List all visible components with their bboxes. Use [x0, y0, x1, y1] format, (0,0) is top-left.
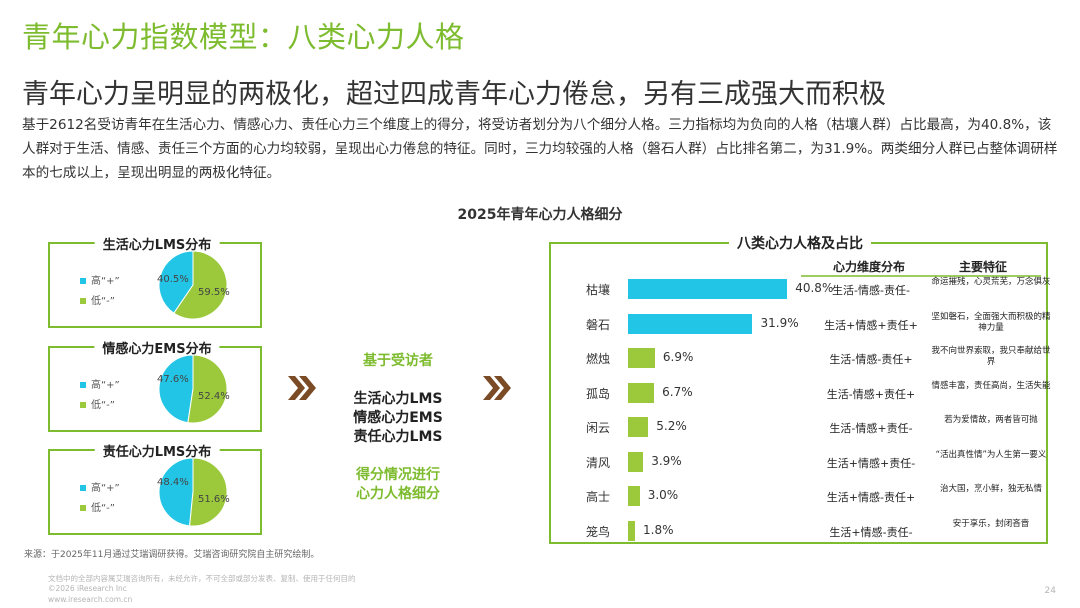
legend-high: 高“+” [80, 272, 120, 287]
pie-slice-low [187, 354, 228, 424]
feature-label: 命运摧残，心灵荒芜，万念俱灰 [931, 277, 1051, 287]
bar-value-label: 1.8% [643, 522, 674, 537]
bar-chart: 枯壤 40.8% 生活-情感-责任- 命运摧残，心灵荒芜，万念俱灰磐石 31.9% 生活+… [583, 275, 1051, 541]
pie-slice-high [158, 354, 194, 424]
bar [628, 417, 649, 437]
bar-value-label: 3.0% [647, 488, 679, 502]
column-header-feature: 主要特征 [959, 260, 1008, 274]
persona-panel: 八类心力人格及占比 心力维度分布 主要特征 枯壤 40.8% 生活-情感-责任- 命运… [549, 233, 1051, 544]
intro-paragraph: 基于2612名受访青年在生活心力、情感心力、责任心力三个维度上的得分，将受访者划… [22, 117, 1058, 181]
feature-label: 情感丰富，责任高尚，生活失能 [931, 380, 1051, 391]
pie-slice-high [158, 457, 194, 527]
bar-category-label: 闲云 [585, 421, 610, 435]
bar-value-label: 5.2% [656, 419, 687, 433]
dimension-label: 生活+情感-责任- [829, 525, 913, 539]
bar-value-label: 3.9% [651, 453, 682, 468]
pie-title: 责任心力LMS分布 [94, 441, 220, 460]
page-number: 24 [1044, 586, 1056, 596]
chevron-right-icon [288, 376, 316, 400]
pie-slice-low [189, 457, 228, 527]
bar-category-label: 孤岛 [585, 386, 610, 401]
chevron-right-icon [483, 376, 511, 400]
dimension-label: 生活-情感+责任+ [826, 387, 916, 401]
legend-low: 低“-” [80, 292, 115, 307]
bar [628, 486, 640, 506]
legend-low: 低“-” [80, 499, 115, 514]
dimension-label: 生活-情感-责任- [832, 284, 910, 297]
pie-slice-high [158, 250, 194, 314]
bar-category-label: 磐石 [585, 317, 610, 332]
feature-label: 我不向世界索取，我只奉献给世界 [931, 346, 1051, 367]
pie-label-high: 48.4% [157, 477, 189, 488]
pie-title: 情感心力EMS分布 [94, 338, 220, 357]
middle-text-ems: 情感心力EMS [353, 410, 443, 426]
pie-label-low: 52.4% [198, 391, 230, 402]
bar-category-label: 燃烛 [585, 352, 610, 366]
bar [628, 451, 644, 472]
footer-company: ©2026 iResearch Inc [48, 584, 127, 593]
chart-main-title: 2025年青年心力人格细分 [457, 207, 623, 223]
persona-panel-title: 八类心力人格及占比 [729, 233, 871, 253]
dimension-label: 生活+情感-责任+ [826, 491, 916, 504]
bar-value-label: 6.9% [662, 350, 694, 364]
pie-chart-life [158, 250, 228, 320]
pie-label-high: 47.6% [157, 374, 189, 385]
feature-label: 安于享乐，封闭吝啬 [952, 518, 1030, 529]
pie-label-low: 51.6% [198, 494, 230, 505]
feature-label: “活出真性情”为人生第一要义 [935, 449, 1047, 460]
middle-text-basis: 基于受访者 [363, 353, 433, 369]
feature-label: 治大国，烹小鲜，独无私情 [939, 484, 1042, 494]
pie-chart-responsibility [158, 457, 228, 527]
pie-label-low: 59.5% [198, 287, 230, 298]
dimension-label: 生活+情感+责任- [826, 456, 916, 470]
bar-category-label: 枯壤 [585, 283, 610, 297]
bar [628, 382, 655, 403]
footer-website: www.iresearch.com.cn [48, 595, 133, 604]
pie-title: 生活心力LMS分布 [94, 234, 220, 253]
bar [628, 348, 655, 368]
middle-text-lms: 生活心力LMS [353, 391, 443, 407]
feature-label: 若为爱情故，两者皆可抛 [944, 415, 1038, 425]
feature-label: 坚如磐石，全面强大而积极的精神力量 [931, 311, 1051, 333]
bar [628, 279, 788, 299]
page-subtitle: 青年心力呈明显的两极化，超过四成青年心力倦怠，另有三成强大而积极 [22, 79, 886, 110]
bar [628, 313, 753, 334]
legend-high: 高“+” [80, 479, 120, 494]
bar-category-label: 笼鸟 [585, 524, 610, 539]
bar-value-label: 6.7% [662, 384, 693, 399]
bar [628, 520, 636, 541]
source-note: 来源：于2025年11月通过艾瑞调研获得。艾瑞咨询研究院自主研究绘制。 [24, 550, 320, 560]
legend-high: 高“+” [80, 376, 120, 391]
column-header-dimension: 心力维度分布 [833, 260, 906, 274]
page-title: 青年心力指数模型：八类心力人格 [22, 20, 465, 54]
bar-value-label: 31.9% [760, 315, 799, 330]
middle-text-segment: 心力人格细分 [356, 486, 440, 502]
middle-text-score: 得分情况进行 [356, 467, 440, 483]
pie-chart-emotion [158, 354, 228, 424]
bar-category-label: 清风 [585, 455, 610, 470]
middle-text-rms: 责任心力LMS [353, 429, 443, 445]
bar-category-label: 高士 [585, 490, 610, 504]
bar-value-label: 40.8% [795, 281, 834, 295]
pie-label-high: 40.5% [157, 274, 189, 285]
dimension-label: 生活-情感+责任- [829, 422, 913, 435]
pie-box-life: 生活心力LMS分布 高“+” 低“-” 40.5% 59.5% [48, 234, 262, 328]
header-divider [801, 275, 1041, 277]
pie-box-responsibility: 责任心力LMS分布 高“+” 低“-” 48.4% 51.6% [48, 441, 262, 535]
dimension-label: 生活+情感+责任+ [824, 318, 918, 332]
dimension-label: 生活-情感-责任+ [829, 353, 913, 366]
pie-slice-low [173, 250, 228, 320]
legend-low: 低“-” [80, 396, 115, 411]
footer-copyright-notice: 文档中的全部内容属艾瑞咨询所有，未经允许，不可全部或部分发表、复制、使用于任何目… [48, 574, 356, 583]
pie-box-emotion: 情感心力EMS分布 高“+” 低“-” 47.6% 52.4% [48, 338, 262, 432]
